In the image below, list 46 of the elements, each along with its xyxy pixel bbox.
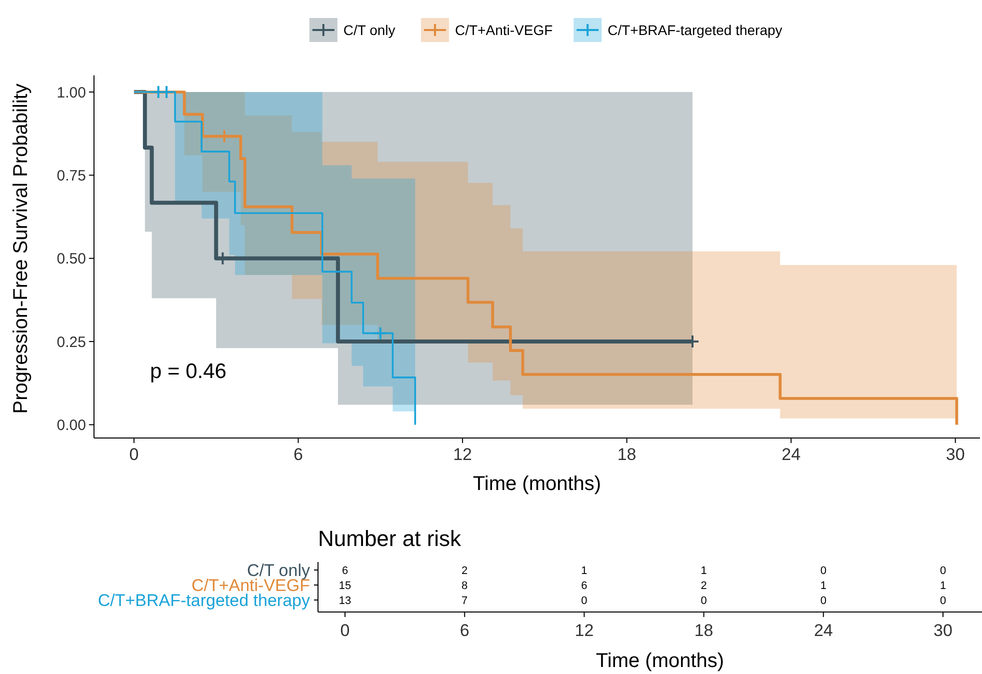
- y-tick-label: 0.00: [56, 416, 86, 434]
- x-tick-label: 0: [129, 445, 139, 464]
- x-axis-title: Time (months): [596, 650, 724, 672]
- data-label: 7: [462, 594, 468, 607]
- data-label: 6: [581, 580, 588, 592]
- x-tick-label: 30: [934, 621, 952, 640]
- data-label: 1: [820, 580, 826, 592]
- y-tick-label: 0.25: [56, 334, 86, 351]
- data-label: 0: [820, 594, 826, 607]
- data-label: 2: [700, 580, 707, 592]
- y-tick-label: C/T only: [247, 560, 310, 580]
- y-tick-label: C/T+BRAF-targeted therapy: [98, 590, 310, 610]
- x-axis-title: Time (months): [472, 473, 602, 495]
- y-tick-label: 1.00: [56, 84, 86, 102]
- data-label: 0: [700, 594, 707, 607]
- x-tick-label: 30: [946, 445, 965, 464]
- x-tick-label: 24: [782, 445, 801, 464]
- data-label: 2: [462, 564, 468, 577]
- x-tick-label: 12: [574, 621, 594, 640]
- data-label: 6: [342, 564, 348, 577]
- data-label: 0: [820, 564, 826, 577]
- x-tick-label: 6: [460, 621, 470, 640]
- y-tick-label: 0.50: [56, 250, 86, 268]
- chart-title: Number at risk: [318, 526, 462, 551]
- legend-label: C/T+BRAF-targeted therapy: [608, 22, 782, 38]
- data-label: 0: [940, 564, 946, 577]
- x-tick-label: 6: [294, 445, 303, 464]
- data-label: 0: [940, 594, 946, 607]
- x-tick-label: 18: [694, 621, 714, 640]
- x-tick-label: 12: [453, 445, 472, 464]
- annotation: p = 0.46: [150, 360, 226, 384]
- data-label: 1: [940, 580, 946, 592]
- data-label: 13: [338, 594, 352, 607]
- data-label: 0: [581, 594, 588, 607]
- point: [373, 326, 388, 340]
- y-tick-label: 0.75: [56, 167, 86, 184]
- data-label: 8: [462, 580, 468, 592]
- x-tick-label: 18: [617, 445, 636, 464]
- legend-label: C/T+Anti-VEGF: [455, 22, 553, 38]
- y-axis-title: Progression-Free Survival Probability: [10, 84, 32, 414]
- data-label: 1: [581, 564, 588, 577]
- legend-label: C/T only: [343, 22, 396, 38]
- x-tick-label: 0: [340, 621, 350, 640]
- data-label: 1: [700, 564, 707, 577]
- x-tick-label: 24: [814, 621, 833, 640]
- data-label: 15: [338, 580, 352, 592]
